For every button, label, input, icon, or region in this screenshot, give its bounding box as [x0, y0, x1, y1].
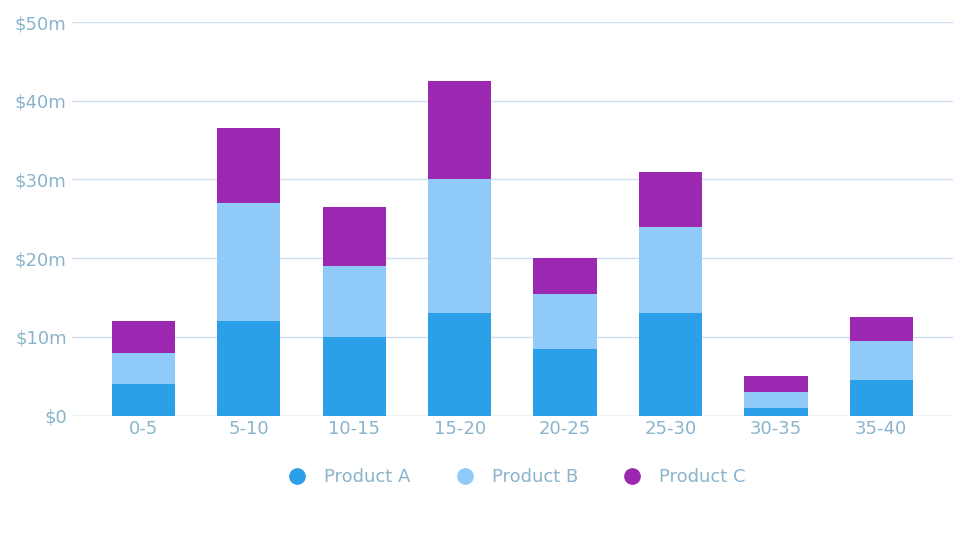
Bar: [217, 321, 281, 416]
Bar: [217, 129, 281, 203]
Bar: [111, 384, 175, 416]
Bar: [744, 408, 807, 416]
Bar: [744, 392, 807, 408]
Bar: [322, 266, 386, 337]
Bar: [639, 313, 702, 416]
Bar: [533, 294, 596, 349]
Bar: [639, 227, 702, 313]
Bar: [217, 203, 281, 321]
Bar: [850, 380, 913, 416]
Bar: [322, 337, 386, 416]
Bar: [639, 172, 702, 227]
Bar: [111, 321, 175, 353]
Bar: [850, 317, 913, 341]
Bar: [111, 353, 175, 384]
Bar: [428, 81, 491, 179]
Bar: [533, 349, 596, 416]
Bar: [428, 313, 491, 416]
Bar: [850, 341, 913, 380]
Bar: [533, 258, 596, 294]
Legend: Product A, Product B, Product C: Product A, Product B, Product C: [272, 461, 753, 493]
Bar: [322, 207, 386, 266]
Bar: [744, 376, 807, 392]
Bar: [428, 179, 491, 313]
